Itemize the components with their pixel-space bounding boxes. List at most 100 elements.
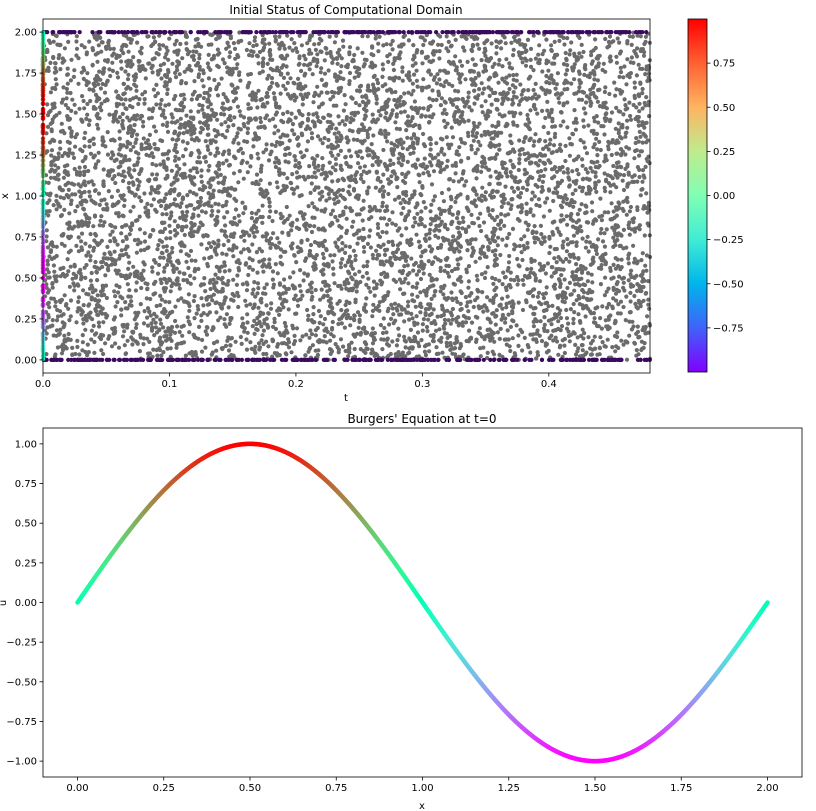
- scatter-point: [238, 127, 243, 132]
- scatter-point: [317, 191, 322, 196]
- scatter-point: [232, 215, 237, 221]
- scatter-point: [536, 237, 541, 242]
- scatter-point: [547, 208, 552, 213]
- scatter-point: [594, 189, 599, 194]
- scatter-point: [540, 69, 545, 74]
- scatter-point: [333, 168, 338, 173]
- scatter-point: [310, 174, 315, 179]
- scatter-point: [80, 94, 85, 99]
- scatter-point: [372, 73, 377, 78]
- scatter-point: [188, 115, 193, 120]
- scatter-point: [366, 216, 372, 222]
- scatter-point: [611, 244, 616, 249]
- scatter-point: [91, 136, 96, 141]
- scatter-point: [198, 195, 203, 201]
- scatter-point: [405, 263, 410, 268]
- scatter-point: [589, 129, 594, 134]
- scatter-point: [216, 318, 221, 323]
- scatter-point: [233, 339, 238, 344]
- scatter-point: [541, 292, 546, 297]
- scatter-point: [210, 208, 215, 214]
- scatter-point: [542, 328, 547, 333]
- scatter-point: [154, 163, 159, 168]
- scatter-point: [157, 238, 162, 243]
- scatter-point: [395, 308, 400, 313]
- scatter-point: [326, 311, 331, 316]
- scatter-point: [587, 240, 593, 245]
- scatter-point: [402, 251, 407, 256]
- scatter-point: [579, 270, 585, 275]
- scatter-point: [107, 334, 112, 339]
- scatter-point: [199, 125, 204, 130]
- scatter-point: [390, 221, 395, 226]
- scatter-point: [614, 282, 619, 287]
- scatter-point: [58, 327, 63, 332]
- scatter-point: [101, 167, 106, 172]
- scatter-point: [596, 179, 601, 184]
- scatter-point: [141, 342, 146, 347]
- scatter-point: [134, 322, 139, 327]
- scatter-point: [107, 112, 112, 117]
- scatter-point: [584, 239, 589, 244]
- scatter-point: [224, 158, 229, 163]
- scatter-point: [505, 151, 510, 156]
- scatter-point: [391, 242, 396, 248]
- scatter-point: [115, 300, 120, 305]
- scatter-point: [375, 222, 380, 227]
- scatter-point: [226, 305, 231, 310]
- scatter-point: [572, 77, 577, 82]
- scatter-point: [551, 143, 557, 148]
- scatter-point: [138, 248, 143, 253]
- scatter-point: [452, 282, 457, 287]
- scatter-point: [118, 253, 123, 258]
- scatter-point: [542, 235, 547, 240]
- scatter-point: [561, 170, 566, 175]
- scatter-point: [182, 162, 187, 167]
- scatter-point: [288, 244, 293, 249]
- scatter-point: [574, 167, 580, 173]
- scatter-point: [276, 42, 281, 47]
- scatter-point: [572, 310, 577, 315]
- scatter-point: [222, 317, 227, 322]
- scatter-point: [129, 175, 134, 180]
- scatter-point: [328, 120, 333, 125]
- scatter-point: [44, 331, 49, 336]
- scatter-point: [510, 53, 516, 58]
- scatter-point: [606, 210, 611, 215]
- scatter-point: [247, 53, 252, 58]
- scatter-point: [310, 201, 315, 206]
- scatter-point: [202, 256, 207, 261]
- scatter-point: [498, 302, 503, 307]
- scatter-point: [212, 286, 217, 291]
- scatter-point: [298, 164, 303, 169]
- scatter-point: [316, 348, 321, 353]
- scatter-point: [586, 123, 591, 128]
- scatter-point: [85, 71, 90, 76]
- scatter-point: [576, 293, 581, 299]
- scatter-point: [142, 309, 147, 314]
- scatter-point: [535, 111, 540, 116]
- scatter-point: [172, 42, 177, 47]
- scatter-point: [618, 49, 624, 54]
- scatter-point: [535, 294, 541, 299]
- scatter-point: [442, 118, 447, 123]
- scatter-point: [402, 109, 407, 114]
- scatter-point: [611, 163, 616, 169]
- scatter-point: [508, 133, 513, 138]
- scatter-point: [102, 251, 107, 256]
- scatter-point: [185, 315, 190, 320]
- scatter-point: [532, 240, 538, 245]
- scatter-point: [575, 335, 580, 340]
- scatter-point: [626, 222, 631, 228]
- scatter-point: [316, 163, 321, 168]
- scatter-point: [44, 318, 49, 323]
- scatter-point: [61, 175, 66, 180]
- scatter-point: [231, 298, 236, 303]
- scatter-point: [60, 153, 65, 159]
- scatter-point: [520, 42, 525, 47]
- scatter-point: [117, 147, 122, 152]
- scatter-point: [272, 160, 278, 165]
- scatter-point: [520, 330, 525, 335]
- scatter-point: [602, 210, 607, 215]
- scatter-point: [84, 116, 89, 121]
